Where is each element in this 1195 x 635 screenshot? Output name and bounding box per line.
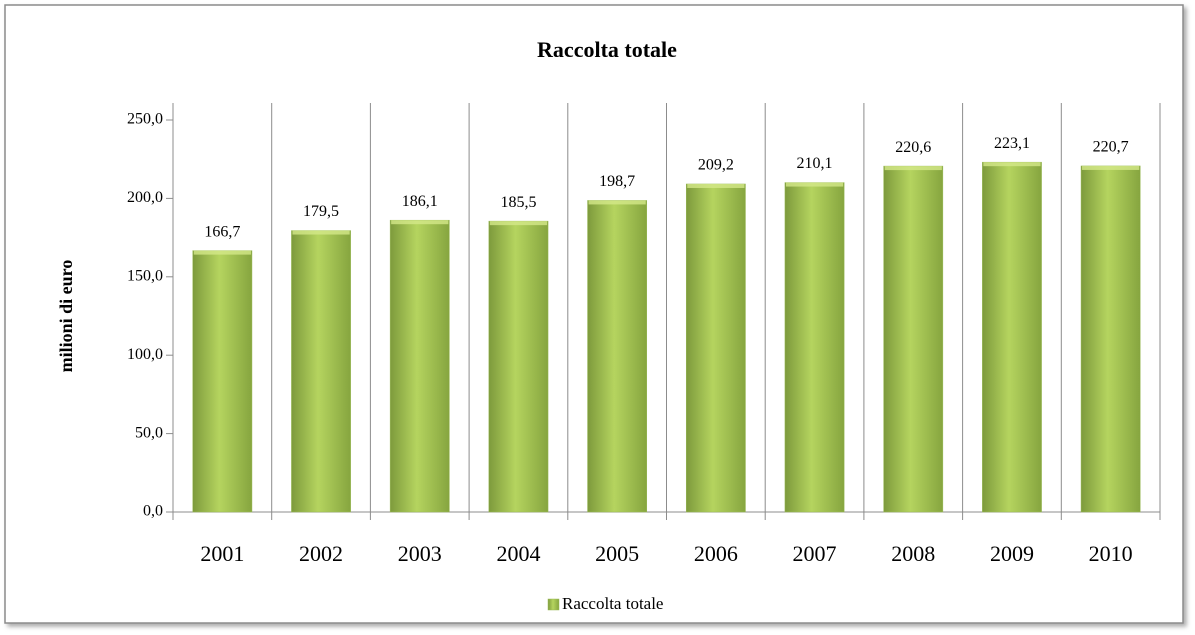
bar-top bbox=[588, 200, 646, 205]
value-label: 198,7 bbox=[599, 173, 635, 190]
bar-top bbox=[687, 183, 745, 188]
x-tick-label: 2003 bbox=[398, 541, 442, 566]
bar-top bbox=[193, 250, 251, 255]
value-label: 179,5 bbox=[303, 203, 339, 220]
y-tick-label: 200,0 bbox=[127, 189, 163, 206]
bar bbox=[982, 161, 1042, 513]
y-tick-label: 150,0 bbox=[127, 267, 163, 284]
value-label: 220,6 bbox=[895, 139, 931, 156]
x-tick-label: 2007 bbox=[793, 541, 837, 566]
bar bbox=[784, 182, 845, 513]
x-tick-label: 2005 bbox=[595, 541, 639, 566]
x-tick-label: 2006 bbox=[694, 541, 738, 566]
x-tick-label: 2009 bbox=[990, 541, 1034, 566]
x-tick-label: 2010 bbox=[1089, 541, 1133, 566]
value-label: 209,2 bbox=[698, 157, 734, 174]
bar-top bbox=[983, 162, 1041, 167]
value-label: 185,5 bbox=[500, 194, 536, 211]
value-label: 166,7 bbox=[204, 223, 240, 240]
x-tick-label: 2004 bbox=[496, 541, 540, 566]
y-axis-label: milioni di euro bbox=[56, 260, 76, 373]
x-tick-label: 2002 bbox=[299, 541, 343, 566]
bar bbox=[587, 200, 648, 513]
y-tick-label: 0,0 bbox=[143, 503, 163, 520]
x-tick-label: 2008 bbox=[891, 541, 935, 566]
legend-swatch bbox=[547, 598, 560, 611]
value-label: 223,1 bbox=[994, 135, 1030, 152]
legend-label: Raccolta totale bbox=[562, 594, 663, 613]
bar bbox=[1080, 165, 1141, 513]
bar bbox=[291, 230, 351, 513]
bar bbox=[192, 250, 253, 513]
value-label: 210,1 bbox=[797, 155, 833, 172]
bar bbox=[685, 183, 746, 513]
bar-top bbox=[884, 166, 942, 171]
y-tick-label: 100,0 bbox=[127, 346, 163, 363]
bar bbox=[389, 219, 450, 513]
bar-top bbox=[292, 230, 350, 235]
bar-top bbox=[391, 220, 449, 225]
bar-top bbox=[785, 182, 844, 187]
bar bbox=[883, 165, 944, 513]
bar bbox=[488, 220, 549, 513]
bar-top bbox=[489, 221, 548, 226]
chart-title: Raccolta totale bbox=[537, 37, 677, 62]
value-label: 220,7 bbox=[1093, 139, 1129, 156]
value-label: 186,1 bbox=[402, 193, 438, 210]
bar-top bbox=[1082, 165, 1140, 170]
y-tick-label: 250,0 bbox=[127, 111, 163, 128]
x-tick-label: 2001 bbox=[200, 541, 244, 566]
y-tick-label: 50,0 bbox=[135, 424, 163, 441]
